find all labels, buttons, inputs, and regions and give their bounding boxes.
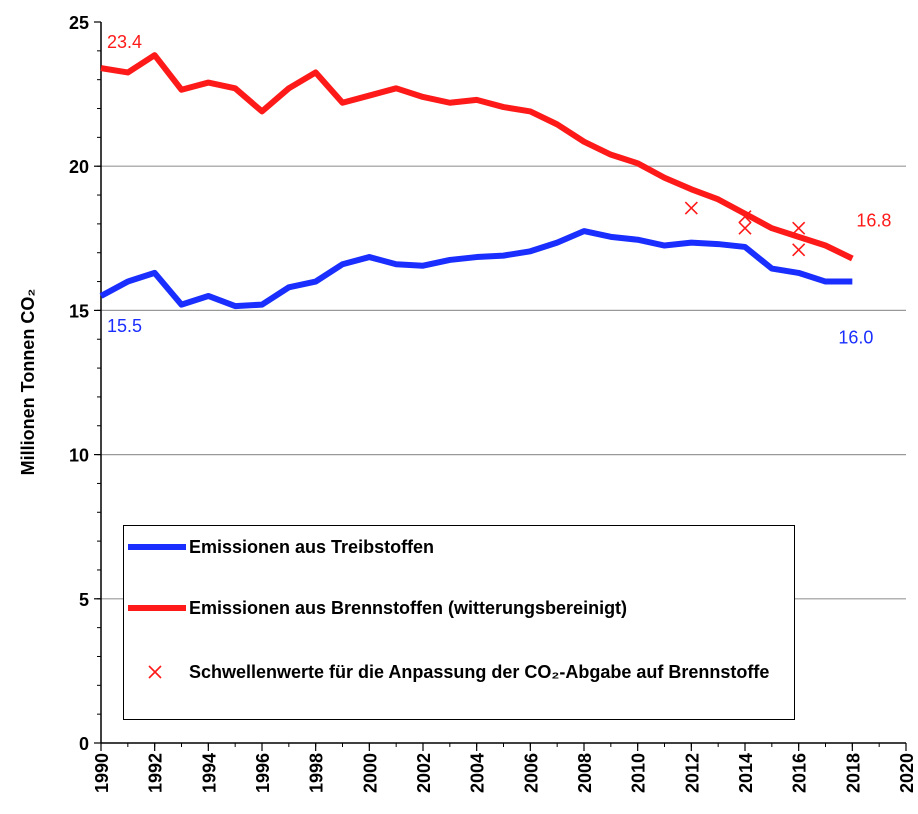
legend-line: [128, 605, 186, 611]
data-label: 23.4: [107, 32, 142, 52]
legend-marker: [148, 665, 162, 679]
x-tick-label: 1996: [253, 753, 273, 793]
x-tick-label: 2006: [521, 753, 541, 793]
legend-item: Emissionen aus Treibstoffen: [124, 536, 789, 559]
legend-swatch: [124, 661, 186, 684]
threshold-marker: [792, 221, 806, 235]
data-label: 16.8: [856, 210, 891, 230]
x-tick-label: 2012: [682, 753, 702, 793]
y-tick-label: 5: [79, 590, 89, 610]
legend-label: Schwellenwerte für die Anpassung der CO₂…: [189, 662, 770, 682]
x-tick-label: 2004: [468, 753, 488, 793]
x-tick-label: 1998: [307, 753, 327, 793]
legend-item: Emissionen aus Brennstoffen (witterungsb…: [124, 597, 789, 620]
legend-label: Emissionen aus Brennstoffen (witterungsb…: [189, 598, 628, 618]
x-tick-label: 2002: [414, 753, 434, 793]
threshold-marker: [792, 243, 806, 257]
threshold-marker: [684, 201, 698, 215]
y-tick-label: 10: [69, 446, 89, 466]
y-tick-label: 20: [69, 157, 89, 177]
x-tick-label: 2014: [736, 753, 756, 793]
x-tick-label: 2008: [575, 753, 595, 793]
legend-label: Emissionen aus Treibstoffen: [189, 537, 435, 557]
y-axis-label: Millionen Tonnen CO₂: [18, 289, 38, 476]
y-tick-label: 15: [69, 301, 89, 321]
x-tick-label: 2018: [843, 753, 863, 793]
x-tick-label: 1990: [92, 753, 112, 793]
data-label: 15.5: [107, 316, 142, 336]
x-tick-label: 2010: [629, 753, 649, 793]
threshold-marker: [738, 221, 752, 235]
series-line: [99, 228, 853, 310]
legend: Emissionen aus Treibstoffen Emissionen au…: [123, 525, 795, 720]
legend-item: Schwellenwerte für die Anpassung der CO₂…: [124, 661, 779, 684]
series-line: [100, 52, 854, 262]
data-label: 16.0: [838, 328, 873, 348]
legend-line: [128, 544, 186, 550]
y-tick-label: 25: [69, 13, 89, 33]
x-tick-label: 1994: [199, 753, 219, 793]
y-tick-label: 0: [79, 734, 89, 754]
x-tick-label: 2000: [360, 753, 380, 793]
x-tick-label: 2016: [790, 753, 810, 793]
x-tick-label: 2020: [897, 753, 917, 793]
threshold-marker: [738, 210, 752, 224]
legend-swatch: [124, 597, 186, 620]
x-tick-label: 1992: [146, 753, 166, 793]
legend-swatch: [124, 536, 186, 559]
